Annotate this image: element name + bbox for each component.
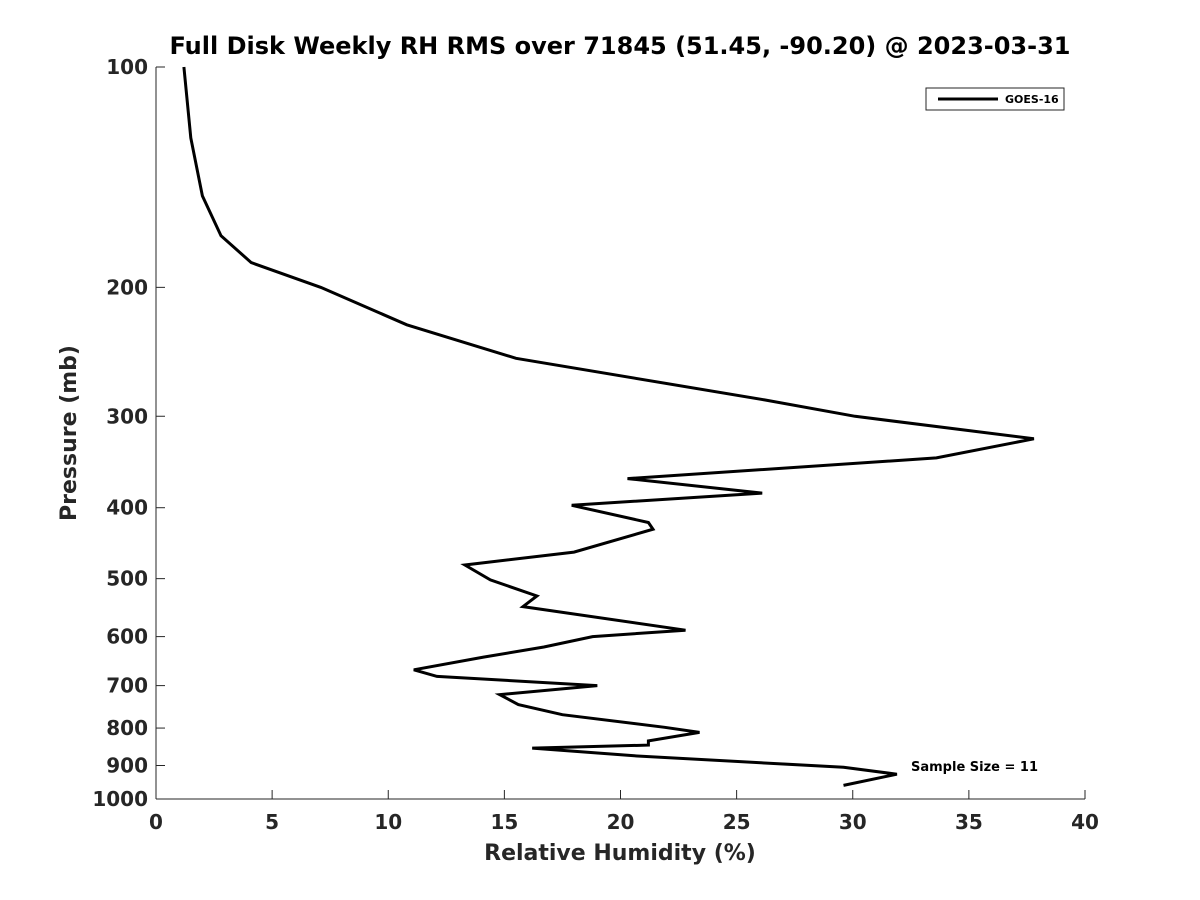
y-tick-label: 400 [106,496,148,520]
y-tick-label: 100 [106,55,148,79]
plot-axes [155,67,1085,800]
y-ticks: 100 200 300 400 500 600 700 800 900 1000 [92,55,165,811]
y-axis-title: Pressure (mb) [57,345,82,521]
y-tick-label: 900 [106,754,148,778]
y-tick-label: 200 [106,275,148,299]
x-tick-label: 35 [955,810,983,834]
y-tick-label: 600 [106,625,148,649]
x-tick-label: 10 [374,810,402,834]
x-tick-label: 40 [1071,810,1099,834]
series-line-0 [182,66,1035,787]
x-ticks: 0 5 10 15 20 25 30 35 40 [149,790,1099,834]
x-tick-label: 20 [607,810,635,834]
x-tick-label: 0 [149,810,163,834]
y-tick-label: 700 [106,674,148,698]
legend: GOES-16 [925,87,1065,111]
x-tick-label: 30 [839,810,867,834]
x-tick-label: 15 [490,810,518,834]
sample-size-annotation: Sample Size = 11 [911,760,1038,775]
y-tick-label: 1000 [92,787,148,811]
x-tick-label: 5 [265,810,279,834]
legend-label: GOES-16 [1005,93,1059,106]
y-tick-label: 300 [106,404,148,428]
x-tick-label: 25 [723,810,751,834]
y-tick-label: 800 [106,716,148,740]
y-tick-label: 500 [106,567,148,591]
x-axis-title: Relative Humidity (%) [484,841,756,866]
series-layer [182,66,1035,787]
chart-title: Full Disk Weekly RH RMS over 71845 (51.4… [169,32,1070,60]
